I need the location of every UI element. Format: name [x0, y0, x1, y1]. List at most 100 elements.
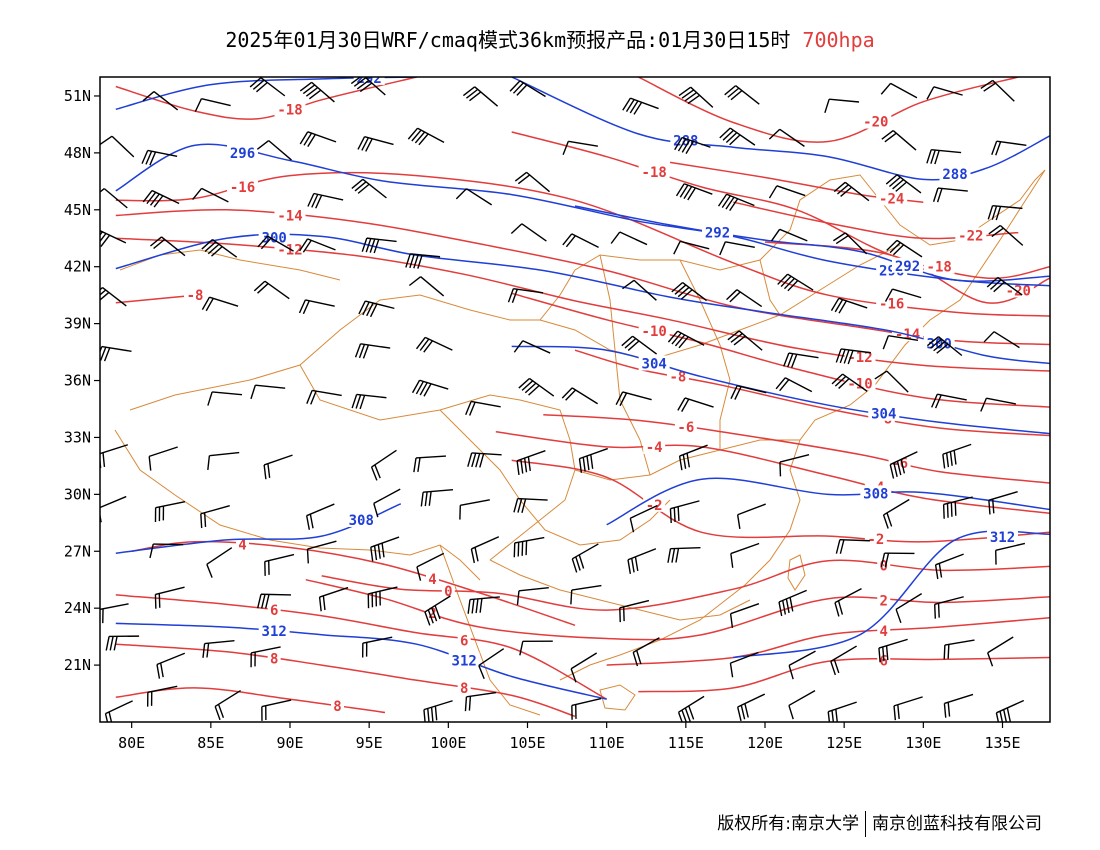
wind-barb	[562, 233, 599, 248]
wind-barb	[882, 498, 910, 529]
wind-barb	[768, 185, 806, 199]
height-contour-label: 308	[349, 513, 374, 529]
wind-barb	[201, 296, 239, 312]
border-misc-1	[599, 254, 651, 476]
temperature-contour-label: -12	[847, 350, 872, 366]
wind-barb	[561, 387, 598, 405]
wind-barb	[200, 505, 230, 529]
wind-barb	[148, 446, 178, 471]
wind-barb	[880, 552, 915, 568]
wind-barb	[306, 540, 337, 564]
lat-tick-label: 24N	[64, 599, 91, 617]
wind-barb	[610, 231, 648, 246]
wind-barb	[622, 97, 659, 115]
wind-barb	[943, 693, 974, 718]
wind-barb	[934, 553, 964, 580]
wind-barb	[895, 593, 923, 624]
temperature-contour-label-bg	[643, 496, 666, 512]
temperature-contour-label-bg	[923, 258, 955, 274]
wind-barb	[305, 503, 335, 530]
wind-barb	[470, 536, 500, 564]
temperature-contour-label: 4	[880, 624, 888, 640]
temperature-contour-label: -18	[642, 165, 667, 181]
wind-barb	[354, 343, 391, 359]
wind-barb	[768, 128, 805, 147]
wind-barb	[619, 599, 650, 623]
border-misc-3	[759, 259, 781, 316]
height-contour-line	[115, 622, 607, 700]
wind-barb	[570, 652, 598, 683]
wind-barb	[980, 79, 1015, 102]
height-contour-label: 292	[357, 71, 382, 87]
wind-barb	[779, 454, 810, 477]
wind-barb	[206, 547, 233, 578]
temperature-contour-line	[115, 77, 417, 120]
wind-barb	[835, 348, 871, 365]
temperature-contour-label: -24	[879, 191, 904, 207]
height-contour-label-bg	[448, 652, 480, 668]
wind-barb	[142, 189, 180, 208]
temperature-contour-label-bg	[426, 570, 439, 586]
wind-barb	[678, 86, 714, 108]
temperature-contour-label-bg	[274, 101, 306, 117]
wind-barb	[833, 181, 870, 202]
height-contour-label: 288	[942, 167, 967, 183]
temperature-contour-label: -6	[677, 420, 694, 436]
wind-barb	[141, 149, 178, 166]
height-contour-label-bg	[345, 511, 377, 527]
wind-barb	[357, 135, 394, 152]
lat-tick-label: 39N	[64, 315, 91, 333]
wind-barb	[926, 148, 962, 165]
wind-barb	[777, 273, 814, 292]
wind-barb	[943, 639, 975, 660]
temperature-contour-line	[321, 559, 1050, 611]
wind-barb	[513, 340, 551, 354]
lat-tick-label: 21N	[64, 656, 91, 674]
temperature-contour-label: -8	[669, 370, 686, 386]
wind-barb	[207, 451, 240, 470]
wind-barb	[459, 499, 490, 520]
lon-tick-label: 135E	[984, 734, 1020, 752]
wind-barb	[142, 91, 179, 111]
wind-barb	[253, 280, 290, 300]
lon-tick-label: 110E	[589, 734, 625, 752]
temperature-contour-label: -20	[863, 115, 888, 131]
wind-barb	[667, 330, 705, 349]
wind-barb	[201, 238, 238, 258]
wind-barb	[678, 444, 708, 471]
temperature-contour-label-bg	[267, 650, 281, 666]
wind-barb	[467, 452, 502, 468]
wind-barb	[677, 397, 714, 412]
height-contour-label: 304	[642, 356, 667, 372]
temperature-contour-label: -2	[867, 532, 884, 548]
wind-barb	[719, 127, 756, 146]
temperature-contour-label-bg	[457, 679, 471, 695]
temperature-contour-label: 8	[460, 681, 468, 697]
wind-barb	[830, 297, 868, 314]
wind-barb	[674, 136, 711, 155]
wind-barb	[931, 393, 967, 409]
border-qinghai	[299, 364, 576, 561]
temperature-contour-line	[511, 292, 1050, 408]
temperature-contour-label: 0	[444, 584, 452, 600]
temperature-contour-label-bg	[227, 179, 258, 195]
wind-barb	[510, 223, 547, 242]
temperature-contour-label: 8	[270, 651, 278, 667]
border-south	[489, 559, 751, 621]
wind-barb	[100, 345, 132, 362]
title-level: 700hpa	[802, 28, 875, 52]
border-hainan	[599, 684, 636, 711]
wind-barb	[249, 77, 286, 97]
temperature-contour-label-bg	[674, 419, 697, 435]
temperature-contour-label-bg	[267, 602, 281, 618]
wind-barb	[214, 689, 241, 721]
temperature-contour-label: -18	[927, 260, 952, 276]
wind-barb	[926, 86, 963, 100]
wind-barb	[516, 450, 546, 476]
wind-barb	[932, 187, 968, 203]
height-contour-label-bg	[892, 257, 923, 273]
wind-barb	[675, 183, 713, 201]
map-title: 2025年01月30日WRF/cmaq模式36km预报产品:01月30日15时 7…	[0, 24, 1100, 53]
lat-tick-label: 48N	[64, 144, 91, 162]
lon-tick-label: 100E	[430, 734, 466, 752]
